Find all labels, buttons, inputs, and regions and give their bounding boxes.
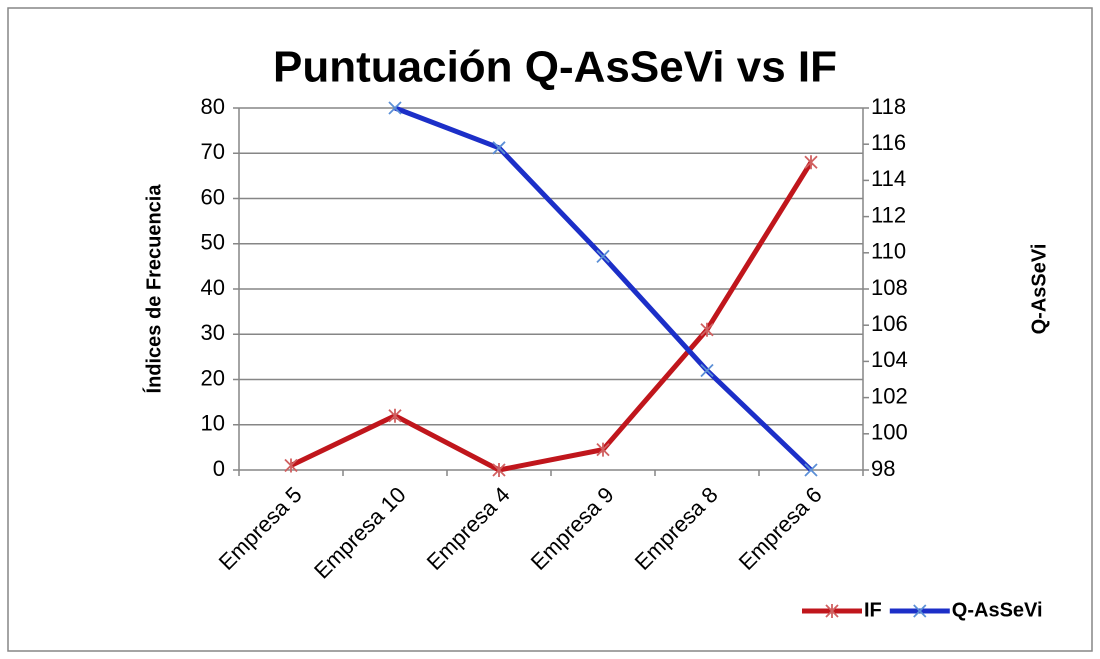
- y-tick-label: 60: [201, 184, 225, 209]
- y-tick-label: 50: [201, 230, 225, 255]
- data-point: [596, 442, 610, 457]
- data-point: [492, 463, 506, 477]
- y2-tick-label: 112: [871, 202, 906, 227]
- legend-label: IF: [864, 599, 882, 621]
- y-tick-label: 10: [201, 411, 225, 436]
- y2-tick-label: 110: [871, 239, 906, 264]
- y-tick-label: 0: [213, 456, 225, 481]
- series-line: [289, 160, 814, 473]
- y-tick-label: 70: [201, 139, 225, 164]
- y-axis-label: Índices de Frecuencia: [142, 184, 165, 394]
- legend-marker: [913, 604, 927, 618]
- y2-tick-label: 116: [871, 130, 906, 155]
- data-point: [804, 463, 818, 477]
- y-tick-label: 80: [201, 94, 225, 119]
- data-point: [804, 155, 818, 170]
- y2-tick-label: 118: [871, 94, 906, 119]
- y2-axis-label: Q-AsSeVi: [1028, 244, 1050, 335]
- y-tick-label: 20: [201, 365, 225, 390]
- y2-tick-label: 108: [871, 275, 908, 300]
- chart-title: Puntuación Q-AsSeVi vs IF: [273, 43, 837, 92]
- data-point: [700, 363, 714, 378]
- data-point: [700, 322, 714, 337]
- y2-tick-label: 100: [871, 420, 908, 445]
- data-point: [388, 408, 402, 423]
- legend-marker: [825, 604, 839, 618]
- y2-tick-label: 104: [871, 347, 908, 372]
- y2-tick-label: 102: [871, 383, 908, 408]
- y2-tick-label: 106: [871, 311, 908, 336]
- y-tick-label: 30: [201, 320, 225, 345]
- y2-tick-label: 114: [871, 166, 906, 191]
- data-point: [388, 101, 402, 115]
- chart-frame: [7, 7, 1093, 652]
- data-point: [284, 458, 298, 473]
- data-point: [596, 249, 610, 264]
- data-point: [492, 141, 506, 155]
- y-tick-label: 40: [201, 275, 225, 300]
- y2-tick-label: 98: [871, 456, 895, 481]
- legend-label: Q-AsSeVi: [952, 599, 1043, 621]
